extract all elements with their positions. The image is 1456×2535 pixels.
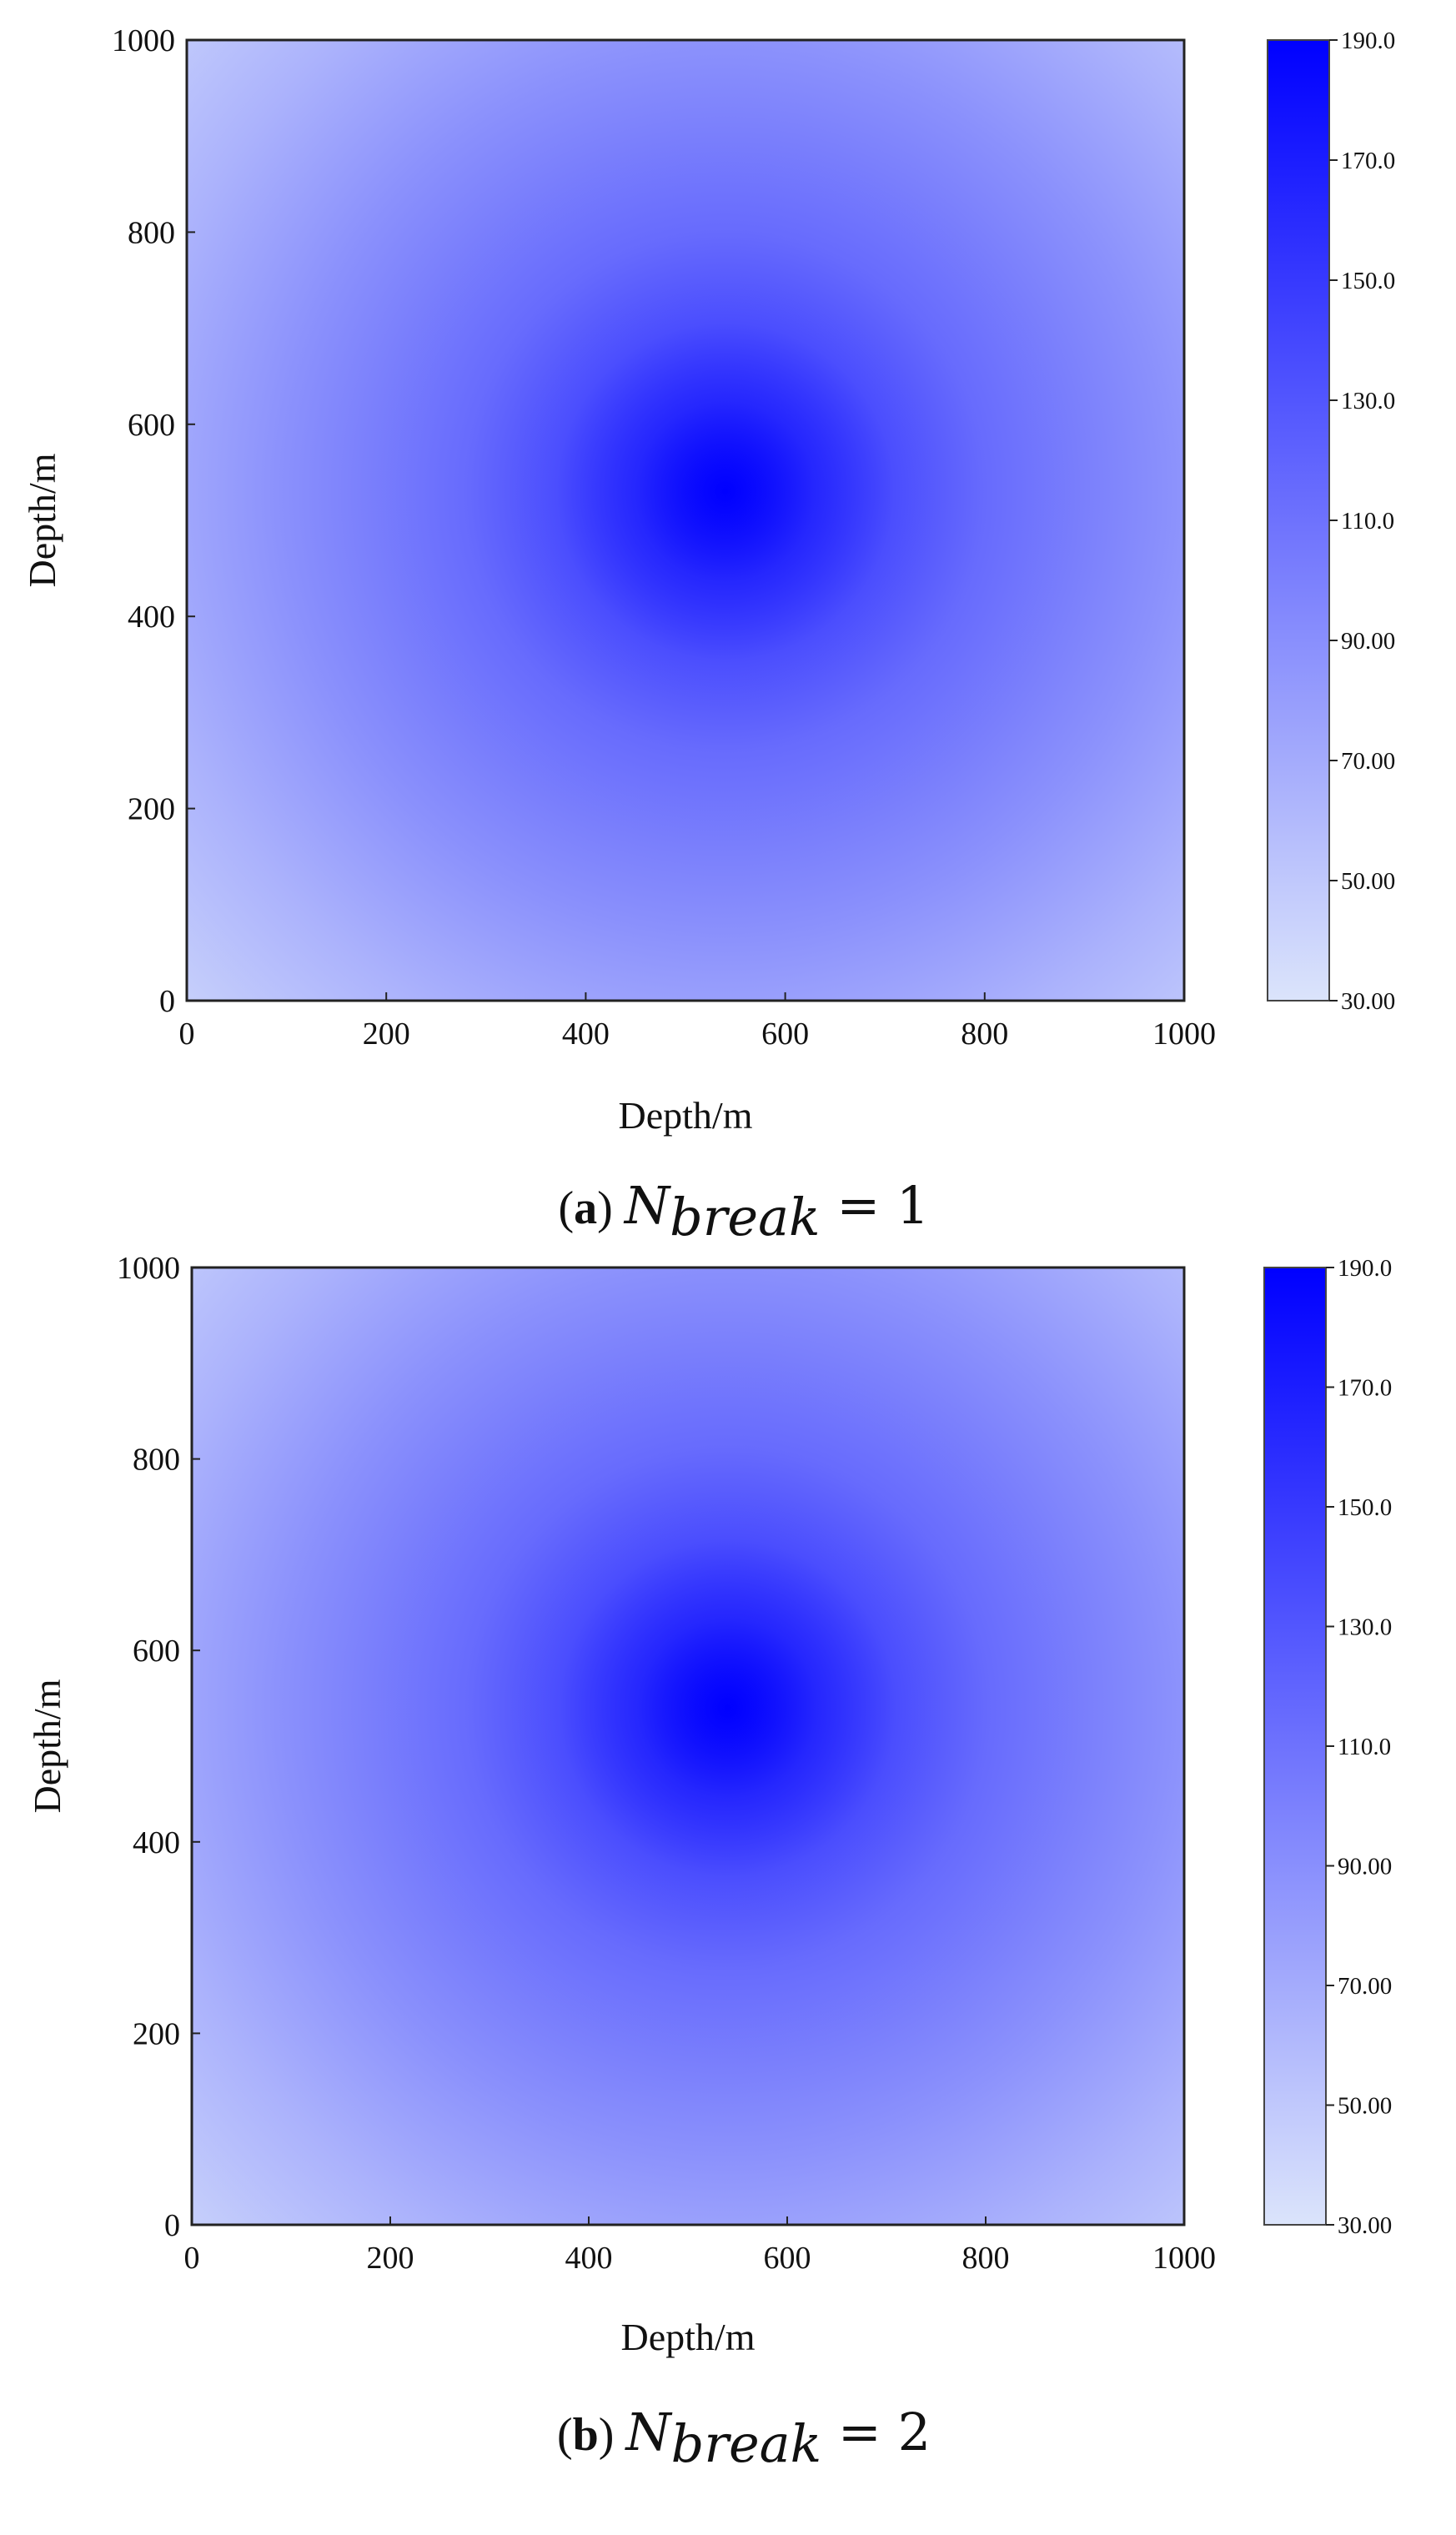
- x-axis-label-a: Depth/m: [619, 1094, 753, 1137]
- x-tick-label: 800: [962, 2241, 1010, 2276]
- caption-a-value: 1: [896, 1175, 929, 1236]
- x-tick-label: 400: [565, 2241, 613, 2276]
- caption-b-subscript: break: [671, 2413, 822, 2474]
- x-tick-label: 600: [764, 2241, 811, 2276]
- x-tick-label: 800: [961, 1017, 1008, 1052]
- colorbar-tick-label: 130.0: [1341, 388, 1395, 414]
- y-axis-a: 0 200 400 600 800 1000: [112, 23, 195, 1019]
- y-tick-label: 1000: [117, 1251, 180, 1286]
- colorbar-tick-label: 90.00: [1341, 628, 1395, 655]
- x-tick-label: 600: [761, 1017, 809, 1052]
- heatmap-a: [185, 38, 1186, 1002]
- caption-b-label: b: [573, 2409, 599, 2461]
- y-tick-label: 600: [128, 408, 175, 443]
- y-tick-label: 400: [128, 600, 175, 635]
- caption-b-value: 2: [898, 2402, 931, 2462]
- y-tick-label: 200: [128, 792, 175, 827]
- panel-b: 0 200 400 600 800 1000 0 200 400 600 800 1000 Dept…: [26, 1251, 1392, 2474]
- colorbar-tick-label: 170.0: [1338, 1375, 1392, 1402]
- colorbar-tick-label: 170.0: [1341, 148, 1395, 174]
- y-tick-label: 600: [133, 1634, 180, 1669]
- y-tick-label: 1000: [112, 23, 175, 58]
- caption-a: (a) Nbreak = 1: [559, 1175, 930, 1247]
- x-tick-label: 1000: [1152, 1017, 1216, 1052]
- x-tick-label: 0: [179, 1017, 195, 1052]
- y-tick-label: 800: [133, 1443, 180, 1478]
- plot-frame-b: [190, 1266, 1186, 2226]
- colorbar-tick-label: 150.0: [1338, 1494, 1392, 1521]
- colorbar-a-ticks: 30.00 50.00 70.00 90.00 110.0 130.0 150.0 170.0…: [1329, 28, 1395, 1015]
- colorbar-a-gradient: [1267, 39, 1330, 1001]
- colorbar-a: 30.00 50.00 70.00 90.00 110.0 130.0 150.0 170.0…: [1267, 28, 1395, 1015]
- colorbar-tick-label: 110.0: [1338, 1734, 1391, 1760]
- panel-a: 0 200 400 600 800 1000 0 200 400 600 800 1000 Dept…: [21, 23, 1395, 1247]
- colorbar-tick-label: 190.0: [1341, 28, 1395, 54]
- x-axis-b: 0 200 400 600 800 1000: [184, 2216, 1216, 2276]
- y-axis-label-a: Depth/m: [21, 453, 63, 587]
- colorbar-tick-label: 50.00: [1338, 2093, 1392, 2120]
- colorbar-tick-label: 90.00: [1338, 1854, 1392, 1880]
- caption-a-variable: N: [623, 1175, 672, 1236]
- heatmap-b: [190, 1266, 1186, 2226]
- colorbar-tick-label: 190.0: [1338, 1255, 1392, 1282]
- colorbar-tick-label: 50.00: [1341, 868, 1395, 895]
- colorbar-tick-label: 150.0: [1341, 268, 1395, 294]
- caption-b: (b) Nbreak = 2: [557, 2402, 931, 2474]
- colorbar-tick-label: 70.00: [1338, 1973, 1392, 2000]
- y-tick-label: 800: [128, 215, 175, 250]
- x-axis-a: 0 200 400 600 800 1000: [179, 992, 1216, 1052]
- plot-frame-a: [185, 38, 1186, 1002]
- caption-b-variable: N: [624, 2402, 673, 2462]
- x-tick-label: 0: [184, 2241, 200, 2276]
- x-tick-label: 400: [562, 1017, 610, 1052]
- caption-a-label: a: [574, 1182, 597, 1234]
- y-tick-label: 400: [133, 1825, 180, 1860]
- x-axis-label-b: Depth/m: [621, 2316, 756, 2358]
- caption-a-subscript: break: [670, 1187, 821, 1247]
- colorbar-b: 30.00 50.00 70.00 90.00 110.0 130.0 150.0 170.0…: [1263, 1255, 1392, 2239]
- x-tick-label: 1000: [1152, 2241, 1216, 2276]
- colorbar-tick-label: 130.0: [1338, 1614, 1392, 1641]
- colorbar-tick-label: 30.00: [1341, 988, 1395, 1015]
- heatmap-a-peak-glow: [187, 40, 1184, 1001]
- colorbar-tick-label: 70.00: [1341, 748, 1395, 775]
- heatmap-b-peak-glow: [192, 1268, 1184, 2225]
- colorbar-tick-label: 30.00: [1338, 2212, 1392, 2239]
- y-tick-label: 0: [159, 984, 175, 1019]
- x-tick-label: 200: [367, 2241, 414, 2276]
- y-tick-label: 0: [164, 2208, 180, 2243]
- colorbar-b-ticks: 30.00 50.00 70.00 90.00 110.0 130.0 150.0 170.0…: [1326, 1255, 1392, 2239]
- y-axis-label-b: Depth/m: [26, 1679, 68, 1813]
- y-axis-b: 0 200 400 600 800 1000: [117, 1251, 200, 2243]
- colorbar-b-gradient: [1263, 1267, 1327, 2226]
- y-tick-label: 200: [133, 2016, 180, 2051]
- colorbar-tick-label: 110.0: [1341, 508, 1394, 535]
- x-tick-label: 200: [363, 1017, 410, 1052]
